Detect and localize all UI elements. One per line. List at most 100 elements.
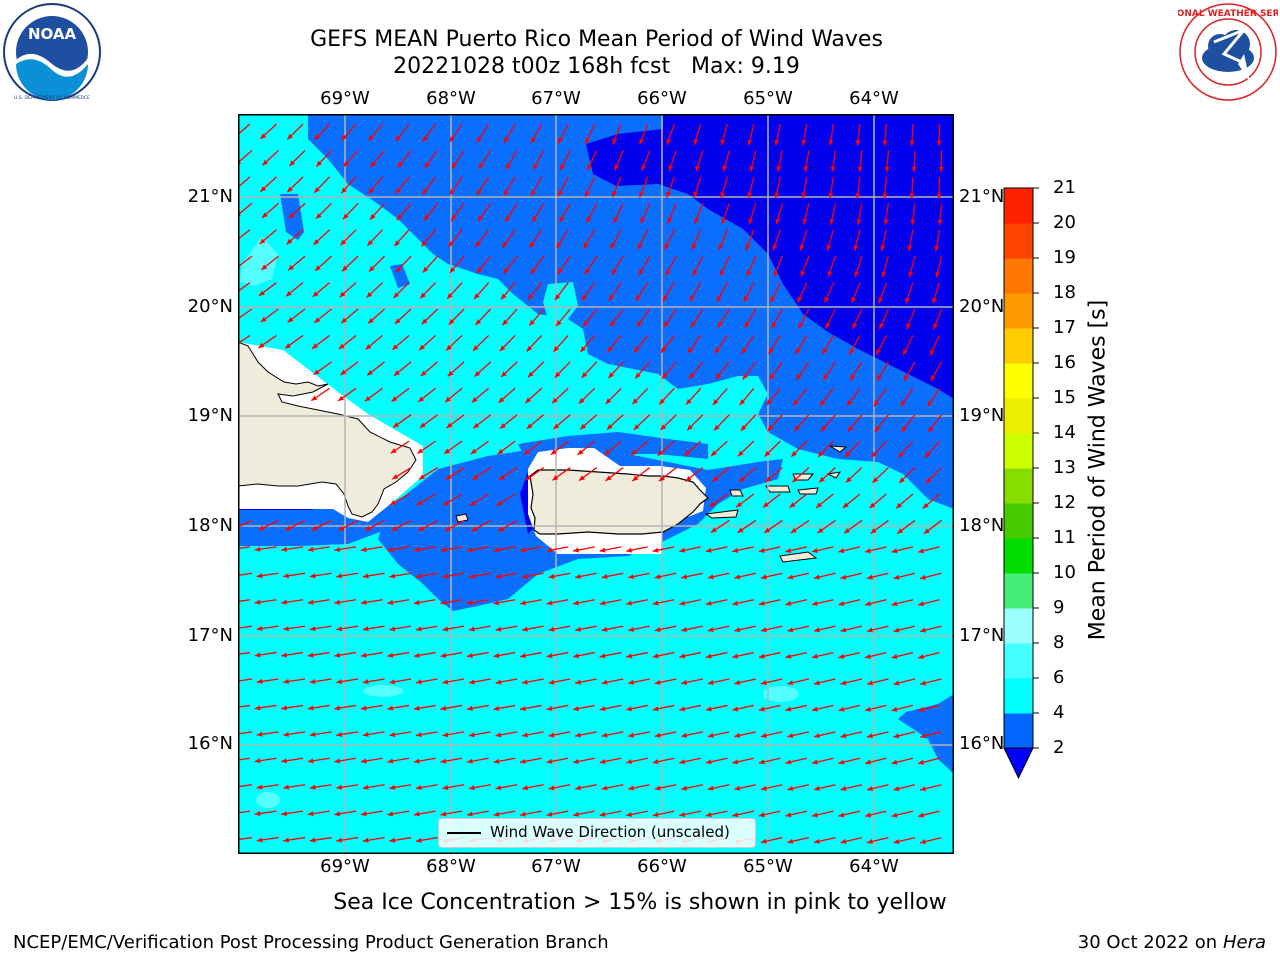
wind-wave-arrow xyxy=(238,282,251,293)
wind-wave-arrowhead xyxy=(283,731,290,737)
wind-wave-arrowhead xyxy=(472,474,479,480)
wind-wave-arrowhead xyxy=(612,191,617,198)
wind-wave-arrowhead xyxy=(396,214,403,221)
wind-wave-arrowhead xyxy=(583,242,589,249)
wind-wave-arrowhead xyxy=(419,422,426,428)
lon-label-top: 68°W xyxy=(426,88,476,109)
wind-wave-arrowhead xyxy=(687,424,693,431)
wind-wave-arrowhead xyxy=(339,291,346,298)
wind-wave-arrowhead xyxy=(852,322,858,329)
wind-wave-arrowhead xyxy=(285,290,292,297)
wind-wave-arrowhead xyxy=(737,450,744,457)
wind-wave-arrowhead xyxy=(803,166,809,173)
wind-wave-arrowhead xyxy=(499,474,505,480)
wind-wave-arrowhead xyxy=(283,626,290,632)
wind-wave-arrowhead xyxy=(705,547,712,553)
colorbar-tick-label: 20 xyxy=(1053,212,1076,233)
wind-wave-arrowhead xyxy=(838,759,845,765)
wind-wave-arrowhead xyxy=(746,270,752,277)
wind-wave-arrowhead xyxy=(469,785,475,791)
wind-wave-arrowhead xyxy=(662,372,668,379)
wind-wave-arrowhead xyxy=(640,217,646,224)
wind-wave-arrowhead xyxy=(364,395,371,402)
lon-label-bottom: 67°W xyxy=(531,856,581,877)
wind-wave-arrowhead xyxy=(601,732,608,738)
wind-wave-arrow xyxy=(238,255,253,268)
wind-wave-arrowhead xyxy=(785,812,792,818)
wind-wave-arrowhead xyxy=(307,652,314,658)
wind-wave-arrowhead xyxy=(685,476,692,482)
wind-wave-arrowhead xyxy=(365,344,372,350)
wind-wave-arrowhead xyxy=(389,679,396,685)
wind-wave-arrowhead xyxy=(857,166,863,173)
wind-wave-arrowhead xyxy=(316,160,323,167)
wind-wave-arrowhead xyxy=(639,191,645,198)
colorbar-segment xyxy=(1004,538,1033,574)
wind-wave-arrowhead xyxy=(424,214,430,221)
wind-wave-arrowhead xyxy=(614,164,620,171)
wind-wave-arrowhead xyxy=(440,811,447,817)
colorbar-tick-label: 10 xyxy=(1053,562,1076,583)
wind-wave-arrowhead xyxy=(739,399,746,406)
wind-wave-arrowhead xyxy=(392,344,399,350)
colorbar-tick-label: 11 xyxy=(1053,527,1076,548)
wind-wave-arrowhead xyxy=(395,188,401,195)
period-band-under-2 xyxy=(586,114,954,399)
wind-wave-arrowhead xyxy=(652,600,659,606)
wind-wave-arrowhead xyxy=(684,450,691,456)
wind-wave-arrowhead xyxy=(387,652,394,658)
wind-wave-arrowhead xyxy=(601,679,608,685)
wind-wave-arrowhead xyxy=(745,244,751,251)
wind-wave-arrowhead xyxy=(811,812,818,818)
wind-wave-arrowhead xyxy=(811,706,818,712)
wind-wave-arrowhead xyxy=(657,450,664,456)
wind-wave-arrowhead xyxy=(641,164,647,171)
wind-wave-arrowhead xyxy=(498,397,505,403)
wind-wave-arrowhead xyxy=(262,212,268,218)
lat-label-right: 20°N xyxy=(959,296,1005,317)
wind-wave-arrowhead xyxy=(577,449,584,455)
wind-wave-arrowhead xyxy=(758,812,765,818)
wind-wave-arrowhead xyxy=(599,706,606,712)
wind-wave-arrowhead xyxy=(360,811,367,817)
wind-wave-arrowhead xyxy=(472,345,479,351)
wind-wave-arrowhead xyxy=(883,219,889,226)
wind-wave-arrowhead xyxy=(283,784,290,790)
svg-text:NATIONAL WEATHER SERVICE: NATIONAL WEATHER SERVICE xyxy=(1178,9,1278,19)
wind-wave-arrowhead xyxy=(787,785,794,791)
wind-wave-arrowhead xyxy=(469,626,475,632)
wind-wave-arrowhead xyxy=(801,192,807,199)
wind-wave-arrowhead xyxy=(470,448,477,454)
wind-wave-arrowhead xyxy=(575,626,581,632)
wind-wave-arrowhead xyxy=(920,733,927,739)
wind-wave-arrowhead xyxy=(855,140,861,146)
period-band-6-8 xyxy=(763,686,799,702)
wind-wave-arrowhead xyxy=(816,502,823,508)
wind-wave-arrowhead xyxy=(342,213,349,220)
wind-wave-arrowhead xyxy=(281,546,288,552)
wind-wave-arrowhead xyxy=(829,218,835,225)
wind-wave-arrow xyxy=(238,519,253,528)
wind-wave-arrowhead xyxy=(583,320,589,327)
wind-wave-arrowhead xyxy=(440,705,447,711)
wind-wave-arrowhead xyxy=(813,574,820,580)
lat-label-left: 17°N xyxy=(187,625,233,646)
colorbar-segment xyxy=(1004,678,1033,714)
island xyxy=(729,489,744,497)
wind-wave-arrowhead xyxy=(899,477,905,483)
wind-wave-arrowhead xyxy=(261,264,268,270)
wind-wave-arrowhead xyxy=(389,626,396,632)
wind-wave-arrowhead xyxy=(840,680,847,686)
wind-wave-arrowhead xyxy=(715,373,722,380)
wind-wave-arrowhead xyxy=(891,706,898,712)
machine-name: Hera xyxy=(1222,932,1266,953)
wind-wave-arrowhead xyxy=(368,318,374,324)
wind-wave-arrowhead xyxy=(421,240,427,247)
colorbar-tick-label: 13 xyxy=(1053,457,1076,478)
wind-wave-arrowhead xyxy=(575,573,581,579)
wind-wave-arrowhead xyxy=(797,296,803,303)
wind-wave-arrowhead xyxy=(849,348,855,355)
wind-wave-arrowhead xyxy=(262,159,269,166)
wind-wave-arrowhead xyxy=(840,574,847,580)
wind-wave-arrowhead xyxy=(821,425,827,432)
